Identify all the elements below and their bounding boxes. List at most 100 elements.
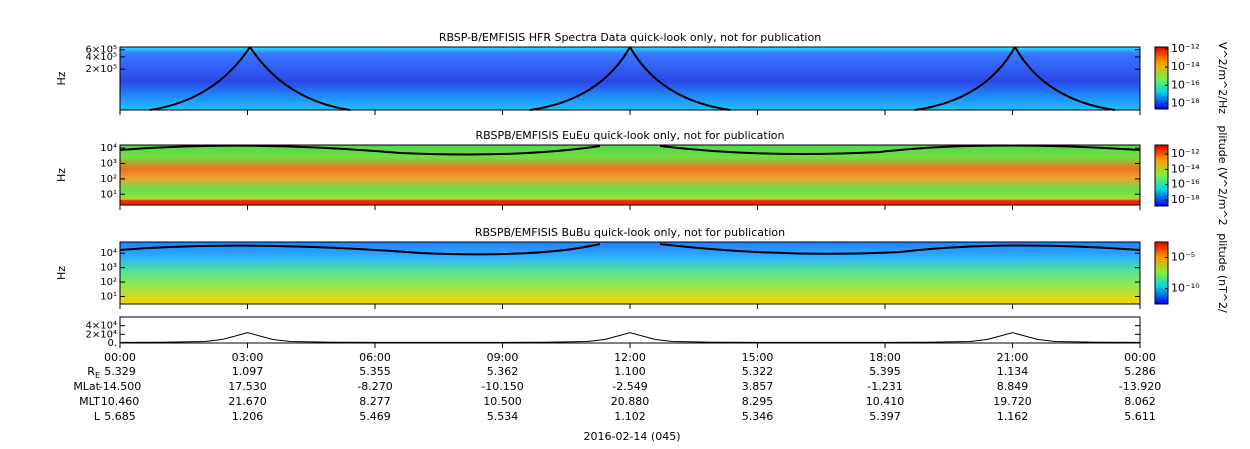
colorbar-tick-label: 10⁻¹⁴ <box>1171 162 1200 175</box>
x-tick-label: 03:00 <box>232 351 264 364</box>
x-tick-label: 00:00 <box>104 351 136 364</box>
ephemeris-value: 1.097 <box>232 365 264 378</box>
ephemeris-value: 5.685 <box>104 410 136 423</box>
colorbar <box>1154 144 1169 207</box>
y-tick-label: 4×10⁵ <box>86 52 117 63</box>
y-axis-label: Hz <box>55 71 68 85</box>
line-series <box>119 332 1141 343</box>
y-tick-label: 10⁴ <box>100 143 117 154</box>
ephemeris-value: 5.395 <box>869 365 901 378</box>
x-tick-label: 00:00 <box>1124 351 1156 364</box>
colorbar-label: plitude (V^2/m^2 <box>1216 125 1229 225</box>
y-tick-label: 10¹ <box>100 291 117 302</box>
spectrogram-image <box>120 47 1140 110</box>
colorbar-tick-label: 10⁻¹² <box>1171 42 1200 55</box>
ephemeris-value: 10.460 <box>101 395 140 408</box>
ephemeris-value: 5.322 <box>742 365 774 378</box>
x-tick-label: 12:00 <box>614 351 646 364</box>
panel-frame <box>119 241 1141 305</box>
colorbar-tick-label: 10⁻¹⁶ <box>1171 178 1200 191</box>
x-tick-label: 15:00 <box>742 351 774 364</box>
y-tick-label: 10³ <box>100 263 117 274</box>
ephemeris-value: 8.277 <box>359 395 391 408</box>
ephemeris-value: -13.920 <box>1119 380 1161 393</box>
ephemeris-value: 5.286 <box>1124 365 1156 378</box>
ephemeris-value: 1.102 <box>614 410 646 423</box>
ephemeris-value: 1.206 <box>232 410 264 423</box>
ephemeris-value: 1.134 <box>997 365 1029 378</box>
x-tick-label: 06:00 <box>359 351 391 364</box>
ephemeris-value: 21.670 <box>228 395 267 408</box>
ephemeris-value: 5.329 <box>104 365 136 378</box>
ephemeris-value: 10.500 <box>483 395 522 408</box>
ephemeris-value: 8.849 <box>997 380 1029 393</box>
ephemeris-value: 5.397 <box>869 410 901 423</box>
colorbar-tick-label: 10⁻⁵ <box>1171 251 1195 264</box>
y-tick-label: 10² <box>100 277 117 288</box>
ephemeris-value: -2.549 <box>612 380 647 393</box>
panel-title: RBSP-B/EMFISIS HFR Spectra Data quick-lo… <box>439 31 821 44</box>
ephemeris-label-main: MLT <box>79 395 100 408</box>
panel-title: RBSPB/EMFISIS EuEu quick-look only, not … <box>475 129 784 142</box>
ephemeris-label: RE <box>87 365 100 380</box>
ephemeris-label-main: R <box>87 365 95 378</box>
ephemeris-label: L <box>94 410 101 423</box>
ephemeris-value: 10.410 <box>866 395 905 408</box>
x-tick-label: 21:00 <box>997 351 1029 364</box>
colorbar <box>1154 241 1169 305</box>
ephemeris-value: 17.530 <box>228 380 267 393</box>
ephemeris-value: 5.469 <box>359 410 391 423</box>
x-tick-label: 18:00 <box>869 351 901 364</box>
ephemeris-value: -14.500 <box>99 380 141 393</box>
ephemeris-value: 8.295 <box>742 395 774 408</box>
ephemeris-value: 5.611 <box>1124 410 1156 423</box>
ephemeris-value: -10.150 <box>481 380 523 393</box>
ephemeris-label-main: L <box>94 410 101 423</box>
ephemeris-value: 5.534 <box>487 410 519 423</box>
ephemeris-value: 8.062 <box>1124 395 1156 408</box>
colorbar-tick-label: 10⁻¹⁶ <box>1171 78 1200 91</box>
y-tick-label: 10⁴ <box>100 248 117 259</box>
plasma-curves <box>119 46 1141 256</box>
ephemeris-label-main: MLat <box>73 380 100 393</box>
ephemeris-value: 1.100 <box>614 365 646 378</box>
colorbar-label: plitude (nT^2/ <box>1216 233 1229 313</box>
y-tick-label: 10² <box>100 174 117 185</box>
y-axis-label: Hz <box>55 168 68 182</box>
colorbar <box>1154 46 1169 110</box>
ephemeris-label: MLT <box>79 395 100 408</box>
ephemeris-value: -1.231 <box>867 380 902 393</box>
y-tick-label: 6×10⁵ <box>86 45 117 56</box>
ephemeris-value: 5.355 <box>359 365 391 378</box>
panel-title: RBSPB/EMFISIS BuBu quick-look only, not … <box>475 226 785 239</box>
colorbar-label: V^2/m^2/Hz <box>1216 42 1229 114</box>
ephemeris-value: -8.270 <box>357 380 392 393</box>
y-tick-label: 0. <box>107 338 117 349</box>
colorbar-tick-label: 10⁻¹⁸ <box>1171 193 1200 206</box>
ephemeris-value: 19.720 <box>993 395 1032 408</box>
x-tick-label: 09:00 <box>487 351 519 364</box>
date-label: 2016-02-14 (045) <box>583 430 680 443</box>
colorbar-tick-label: 10⁻¹⁸ <box>1171 97 1200 110</box>
y-tick-label: 2×10⁴ <box>86 329 117 340</box>
ephemeris-value: 3.857 <box>742 380 774 393</box>
ephemeris-value: 5.362 <box>487 365 519 378</box>
ephemeris-label-sub: E <box>95 371 100 380</box>
y-tick-label: 10¹ <box>100 189 117 200</box>
colorbar-tick-label: 10⁻¹⁰ <box>1171 282 1200 295</box>
ephemeris-value: 5.346 <box>742 410 774 423</box>
panel-frame <box>119 144 1141 206</box>
ephemeris-label: MLat <box>73 380 100 393</box>
ephemeris-value: 20.880 <box>611 395 650 408</box>
colorbar-tick-label: 10⁻¹⁴ <box>1171 60 1200 73</box>
spectrogram-image <box>120 145 1140 205</box>
colorbar-tick-label: 10⁻¹² <box>1171 147 1200 160</box>
y-axis-label: Hz <box>55 266 68 280</box>
panel-frame <box>119 316 1141 344</box>
y-tick-label: 4×10⁴ <box>86 321 117 332</box>
y-tick-label: 2×10⁵ <box>86 64 117 75</box>
ephemeris-value: 1.162 <box>997 410 1029 423</box>
y-tick-label: 10³ <box>100 159 117 170</box>
spectrogram-image <box>120 242 1140 304</box>
